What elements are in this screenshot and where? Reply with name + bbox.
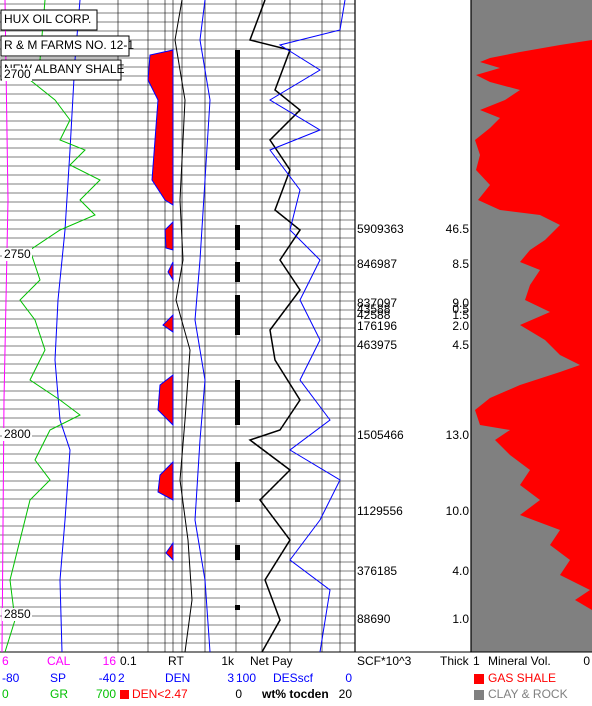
legend-item: GAS SHALE: [488, 671, 556, 685]
depth-label: 2850: [4, 607, 31, 621]
legend-min: 100: [236, 671, 256, 685]
legend-min: -80: [2, 671, 20, 685]
thickness: 8.5: [452, 257, 469, 271]
net-pay: [235, 380, 240, 425]
legend-max: 16: [103, 654, 117, 668]
legend-name: RT: [168, 654, 184, 668]
depth-label-bg: [2, 428, 32, 441]
scf: 1505466: [357, 428, 404, 442]
depth-label-bg: [2, 68, 32, 81]
scf: 463975: [357, 338, 397, 352]
thickness: 2.0: [452, 319, 469, 333]
net-pay: [235, 295, 240, 335]
legend-name: DEN: [165, 671, 190, 685]
thickness: 13.0: [446, 428, 470, 442]
legend-name: GR: [50, 687, 68, 701]
legend-max: -40: [99, 671, 117, 685]
depth-label-bg: [2, 608, 32, 621]
depth-label: 2700: [4, 67, 31, 81]
box: [0, 9, 98, 31]
rt-curve: [174, 0, 193, 653]
legend-name: wt% tocden: [261, 687, 329, 701]
legend-min: 6: [2, 654, 9, 668]
legend-name: CAL: [47, 654, 71, 668]
clay-swatch: [474, 690, 484, 700]
net-pay-bars: [235, 50, 240, 610]
box: [0, 35, 130, 57]
den-curve: [194, 0, 211, 653]
net-pay: [235, 262, 240, 282]
scf: 846987: [357, 257, 397, 271]
den-fill: [147, 49, 174, 562]
legend-max: 0: [345, 671, 352, 685]
sp-curve: [54, 0, 81, 653]
legend-name: DESscf: [273, 671, 314, 685]
legend-min: 0.1: [120, 654, 137, 668]
legend-max: 1k: [221, 654, 235, 668]
legend-max: 20: [339, 687, 353, 701]
scf: 88690: [357, 612, 391, 626]
scf: 5909363: [357, 222, 404, 236]
company: HUX OIL CORP.: [4, 12, 91, 26]
well-name: R & M FARMS NO. 12-1: [4, 38, 134, 52]
net-pay: [235, 545, 240, 560]
thick-header: Thick: [440, 654, 470, 668]
legend-max: 0: [235, 687, 242, 701]
scf: 43588: [357, 302, 391, 316]
toc-curve: [248, 0, 302, 653]
scf-header: SCF*10^3: [357, 654, 412, 668]
formation: NEW ALBANY SHALE: [4, 62, 125, 76]
scf: 837097: [357, 296, 397, 310]
net-pay: [235, 225, 240, 250]
scf: 376185: [357, 564, 397, 578]
thickness: 1.5: [452, 308, 469, 322]
scf: 1129556: [357, 504, 403, 518]
legend-max: 700: [96, 687, 116, 701]
gas-shale-area: [475, 40, 592, 610]
thickness: 0.5: [452, 302, 469, 316]
depth-label: 2800: [4, 427, 31, 441]
net-pay: [235, 462, 240, 502]
legend-max: 0: [583, 654, 590, 668]
cal-curve: [1, 0, 9, 653]
scf: 42588: [357, 308, 391, 322]
thickness: 1.0: [452, 612, 469, 626]
thickness: 10.0: [446, 504, 470, 518]
scf: 176196: [357, 319, 397, 333]
legend-name: Net Pay: [250, 654, 293, 668]
legend-name: Mineral Vol.: [488, 654, 551, 668]
thickness: 46.5: [446, 222, 470, 236]
legend-min: 2: [118, 671, 125, 685]
thickness: 9.0: [452, 296, 469, 310]
depth-label: 2750: [4, 247, 31, 261]
legend-name: SP: [50, 671, 66, 685]
gr-curve: [4, 0, 101, 653]
den-swatch: [120, 690, 129, 699]
gas-swatch: [474, 674, 484, 684]
desscf-curve: [269, 0, 346, 653]
net-pay: [235, 50, 240, 170]
legend-max: 3: [227, 671, 234, 685]
thickness: 4.0: [452, 564, 469, 578]
net-pay: [235, 605, 240, 610]
legend-min: 1: [473, 654, 480, 668]
thickness: 4.5: [452, 338, 469, 352]
legend-name: DEN<2.47: [132, 687, 188, 701]
legend-min: 0: [2, 687, 9, 701]
legend-item: CLAY & ROCK: [488, 687, 568, 701]
depth-label-bg: [2, 248, 32, 261]
